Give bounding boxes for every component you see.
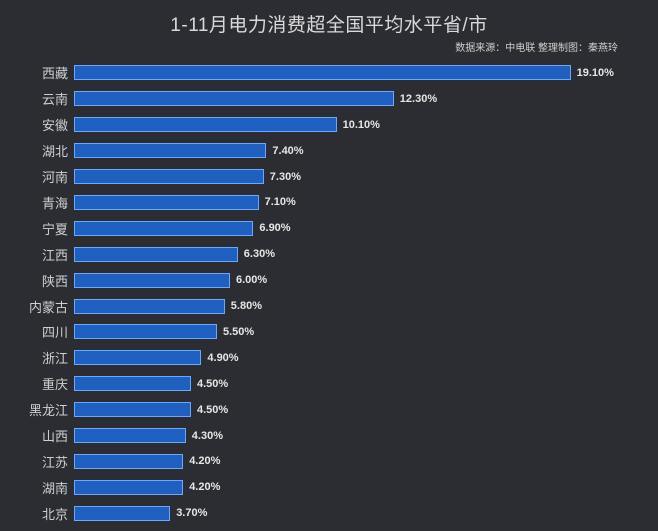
bar-value-label: 4.50% [197,378,228,390]
bar-track: 4.30% [74,423,646,449]
bar-row: 河南 7.30% [12,164,646,190]
bar [74,480,183,495]
bar-row: 陕西 6.00% [12,267,646,293]
bar [74,376,191,391]
bar-row: 江苏 4.20% [12,449,646,475]
electricity-consumption-chart: 1-11月电力消费超全国平均水平省/市 数据来源：中电联 整理制图：秦燕玲 西藏… [0,0,658,531]
bar-value-label: 19.10% [577,67,614,79]
bar [74,428,186,443]
bar [74,273,230,288]
bar-track: 4.20% [74,474,646,500]
bar-row: 浙江 4.90% [12,345,646,371]
bar-row: 青海 7.10% [12,190,646,216]
bar-category-label: 西藏 [12,63,74,82]
bar [74,65,571,80]
bar [74,402,191,417]
bar-row: 宁夏 6.90% [12,215,646,241]
bar [74,169,264,184]
bar-row: 云南 12.30% [12,86,646,112]
bar-track: 4.90% [74,345,646,371]
bar-category-label: 云南 [12,89,74,108]
bar-category-label: 青海 [12,193,74,212]
bar-category-label: 宁夏 [12,219,74,238]
bar-track: 6.30% [74,241,646,267]
bar-category-label: 湖北 [12,141,74,160]
chart-subtitle: 数据来源：中电联 整理制图：秦燕玲 [12,39,646,54]
bar-category-label: 陕西 [12,271,74,290]
bar-track: 12.30% [74,86,646,112]
bar-row: 北京 3.70% [12,500,646,526]
bar-row: 四川 5.50% [12,319,646,345]
bar [74,454,183,469]
chart-plot-area: 西藏 19.10% 云南 12.30% 安徽 10.10% 湖北 7.40% 河南 7.30% 青海… [12,60,646,526]
bar-track: 10.10% [74,112,646,138]
bar-track: 4.50% [74,397,646,423]
bar [74,221,253,236]
bar-row: 重庆 4.50% [12,371,646,397]
bar-value-label: 7.30% [270,171,301,183]
bar-value-label: 6.90% [259,222,290,234]
bar [74,195,259,210]
bar-track: 4.50% [74,371,646,397]
bar-category-label: 江西 [12,245,74,264]
bar-category-label: 四川 [12,322,74,341]
bar-value-label: 6.00% [236,274,267,286]
bar [74,299,225,314]
bar-row: 湖南 4.20% [12,474,646,500]
bar-value-label: 4.20% [189,481,220,493]
bar [74,247,238,262]
bar-category-label: 重庆 [12,374,74,393]
bar-row: 山西 4.30% [12,423,646,449]
bar-track: 4.20% [74,449,646,475]
bar-row: 内蒙古 5.80% [12,293,646,319]
bar-track: 5.50% [74,319,646,345]
bar-category-label: 内蒙古 [12,297,74,316]
bar-value-label: 7.40% [272,145,303,157]
bar-value-label: 6.30% [244,248,275,260]
bar-row: 安徽 10.10% [12,112,646,138]
bar-value-label: 10.10% [343,119,380,131]
bar [74,350,201,365]
bar-track: 5.80% [74,293,646,319]
bar-value-label: 4.20% [189,455,220,467]
bar-category-label: 安徽 [12,115,74,134]
bar-value-label: 7.10% [265,196,296,208]
bar-track: 7.40% [74,138,646,164]
bar-value-label: 4.90% [207,352,238,364]
bar-value-label: 5.80% [231,300,262,312]
chart-title: 1-11月电力消费超全国平均水平省/市 [12,10,646,37]
bar [74,506,170,521]
bar [74,117,337,132]
bar [74,91,394,106]
bar-track: 6.90% [74,215,646,241]
bar-track: 6.00% [74,267,646,293]
bar-value-label: 4.30% [192,430,223,442]
bar-row: 湖北 7.40% [12,138,646,164]
bar-value-label: 5.50% [223,326,254,338]
bar-category-label: 黑龙江 [12,400,74,419]
bar-track: 7.10% [74,190,646,216]
bar-value-label: 3.70% [176,507,207,519]
bar-category-label: 江苏 [12,452,74,471]
bar-track: 7.30% [74,164,646,190]
bar-track: 19.10% [74,60,646,86]
bar-value-label: 12.30% [400,93,437,105]
bar-category-label: 湖南 [12,478,74,497]
bar-category-label: 北京 [12,504,74,523]
bar-row: 江西 6.30% [12,241,646,267]
bar-value-label: 4.50% [197,404,228,416]
bar-category-label: 山西 [12,426,74,445]
bar-row: 西藏 19.10% [12,60,646,86]
bar-category-label: 浙江 [12,348,74,367]
bar-category-label: 河南 [12,167,74,186]
bar-row: 黑龙江 4.50% [12,397,646,423]
bar [74,143,266,158]
bar [74,324,217,339]
bar-track: 3.70% [74,500,646,526]
